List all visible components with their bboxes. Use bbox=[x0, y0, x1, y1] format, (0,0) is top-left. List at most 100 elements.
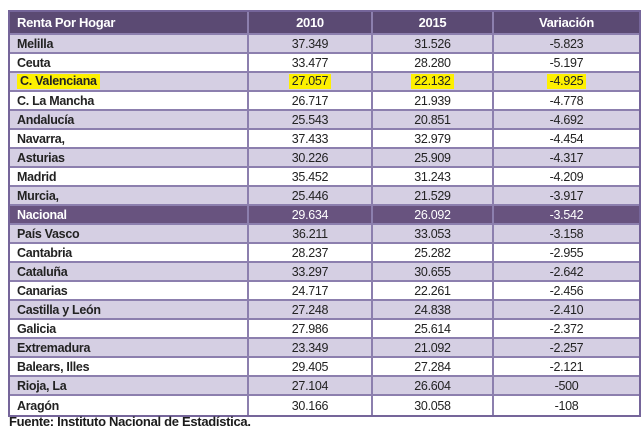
table-row: Aragón 30.166 30.058 -108 bbox=[10, 396, 639, 415]
table-row: Balears, Illes 29.405 27.284 -2.121 bbox=[10, 358, 639, 377]
table-row: Melilla 37.349 31.526 -5.823 bbox=[10, 35, 639, 54]
column-header-renta-por-hogar: Renta Por Hogar bbox=[10, 12, 249, 35]
row-value-cell: -3.542 bbox=[494, 206, 639, 225]
cell-text: Melilla bbox=[17, 36, 54, 51]
cell-text: Rioja, La bbox=[17, 378, 67, 393]
row-value-cell: 25.543 bbox=[249, 111, 373, 130]
cell-text: 28.237 bbox=[291, 245, 329, 260]
row-value-cell: -4.925 bbox=[494, 73, 639, 92]
cell-text: 25.446 bbox=[291, 188, 329, 203]
row-label-cell: Canarias bbox=[10, 282, 249, 301]
row-value-cell: 28.237 bbox=[249, 244, 373, 263]
cell-text: 37.433 bbox=[291, 131, 329, 146]
row-value-cell: 29.634 bbox=[249, 206, 373, 225]
row-value-cell: -500 bbox=[494, 377, 639, 396]
cell-text: Cataluña bbox=[17, 264, 68, 279]
cell-text: 30.655 bbox=[414, 264, 451, 279]
row-label-cell: C. Valenciana bbox=[10, 73, 249, 92]
row-label-cell: Cantabria bbox=[10, 244, 249, 263]
row-value-cell: -2.410 bbox=[494, 301, 639, 320]
row-label-cell: Melilla bbox=[10, 35, 249, 54]
cell-text: 33.053 bbox=[414, 226, 451, 241]
row-value-cell: 31.243 bbox=[373, 168, 494, 187]
row-value-cell: -4.454 bbox=[494, 130, 639, 149]
cell-text: -3.917 bbox=[549, 188, 584, 203]
table-row: Castilla y León 27.248 24.838 -2.410 bbox=[10, 301, 639, 320]
cell-text: Murcia, bbox=[17, 188, 59, 203]
cell-text: Nacional bbox=[17, 207, 67, 222]
table-row: Galicia 27.986 25.614 -2.372 bbox=[10, 320, 639, 339]
row-value-cell: 24.717 bbox=[249, 282, 373, 301]
row-value-cell: 20.851 bbox=[373, 111, 494, 130]
row-value-cell: 37.433 bbox=[249, 130, 373, 149]
row-value-cell: 25.446 bbox=[249, 187, 373, 206]
table-row: Navarra, 37.433 32.979 -4.454 bbox=[10, 130, 639, 149]
cell-text: 27.986 bbox=[291, 321, 329, 336]
table-row: Cantabria 28.237 25.282 -2.955 bbox=[10, 244, 639, 263]
cell-text: Aragón bbox=[17, 398, 59, 413]
row-value-cell: 27.986 bbox=[249, 320, 373, 339]
cell-text: 25.909 bbox=[414, 150, 451, 165]
cell-text: -2.955 bbox=[549, 245, 584, 260]
cell-text: 36.211 bbox=[292, 226, 328, 241]
row-value-cell: -2.456 bbox=[494, 282, 639, 301]
cell-text: 27.057 bbox=[288, 74, 332, 89]
row-value-cell: 27.057 bbox=[249, 73, 373, 92]
row-value-cell: -5.823 bbox=[494, 35, 639, 54]
cell-text: Asturias bbox=[17, 150, 65, 165]
row-value-cell: 23.349 bbox=[249, 339, 373, 358]
cell-text: Balears, Illes bbox=[17, 359, 90, 374]
cell-text: 33.297 bbox=[291, 264, 329, 279]
table-row: Andalucía 25.543 20.851 -4.692 bbox=[10, 111, 639, 130]
table-row: Canarias 24.717 22.261 -2.456 bbox=[10, 282, 639, 301]
row-label-cell: Castilla y León bbox=[10, 301, 249, 320]
column-header-2015: 2015 bbox=[373, 12, 494, 35]
row-label-cell: Andalucía bbox=[10, 111, 249, 130]
row-value-cell: 29.405 bbox=[249, 358, 373, 377]
cell-text: Galicia bbox=[17, 321, 56, 336]
row-label-cell: Aragón bbox=[10, 396, 249, 415]
row-label-cell: Ceuta bbox=[10, 54, 249, 73]
cell-text: 25.282 bbox=[414, 245, 451, 260]
cell-text: -4.778 bbox=[549, 93, 584, 108]
cell-text: Extremadura bbox=[17, 340, 91, 355]
row-value-cell: 27.248 bbox=[249, 301, 373, 320]
cell-text: 35.452 bbox=[291, 169, 329, 184]
table-row: Rioja, La 27.104 26.604 -500 bbox=[10, 377, 639, 396]
row-label-cell: Rioja, La bbox=[10, 377, 249, 396]
cell-text: 30.166 bbox=[291, 398, 329, 413]
row-value-cell: -3.158 bbox=[494, 225, 639, 244]
table-row: Murcia, 25.446 21.529 -3.917 bbox=[10, 187, 639, 206]
cell-text: -108 bbox=[554, 398, 579, 413]
row-value-cell: 31.526 bbox=[373, 35, 494, 54]
cell-text: 26.092 bbox=[414, 207, 451, 222]
row-value-cell: -2.121 bbox=[494, 358, 639, 377]
cell-text: 27.104 bbox=[291, 378, 329, 393]
cell-text: -4.209 bbox=[549, 169, 584, 184]
cell-text: 29.405 bbox=[291, 359, 329, 374]
cell-text: 21.092 bbox=[414, 340, 451, 355]
row-value-cell: -4.317 bbox=[494, 149, 639, 168]
table-row: Ceuta 33.477 28.280 -5.197 bbox=[10, 54, 639, 73]
row-value-cell: 27.284 bbox=[373, 358, 494, 377]
cell-text: C. La Mancha bbox=[17, 93, 94, 108]
cell-text: 27.284 bbox=[414, 359, 451, 374]
cell-text: -500 bbox=[554, 378, 579, 393]
cell-text: Cantabria bbox=[17, 245, 72, 260]
cell-text: -4.925 bbox=[546, 74, 587, 89]
cell-text: 25.543 bbox=[291, 112, 329, 127]
row-value-cell: 36.211 bbox=[249, 225, 373, 244]
cell-text: Andalucía bbox=[17, 112, 75, 127]
row-value-cell: 30.655 bbox=[373, 263, 494, 282]
table-row: Asturias 30.226 25.909 -4.317 bbox=[10, 149, 639, 168]
cell-text: 21.939 bbox=[414, 93, 451, 108]
cell-text: 29.634 bbox=[291, 207, 329, 222]
table-row: Extremadura 23.349 21.092 -2.257 bbox=[10, 339, 639, 358]
cell-text: 30.226 bbox=[291, 150, 329, 165]
cell-text: -2.642 bbox=[549, 264, 584, 279]
row-label-cell: C. La Mancha bbox=[10, 92, 249, 111]
cell-text: -5.197 bbox=[549, 55, 584, 70]
row-value-cell: 26.604 bbox=[373, 377, 494, 396]
row-value-cell: -2.372 bbox=[494, 320, 639, 339]
